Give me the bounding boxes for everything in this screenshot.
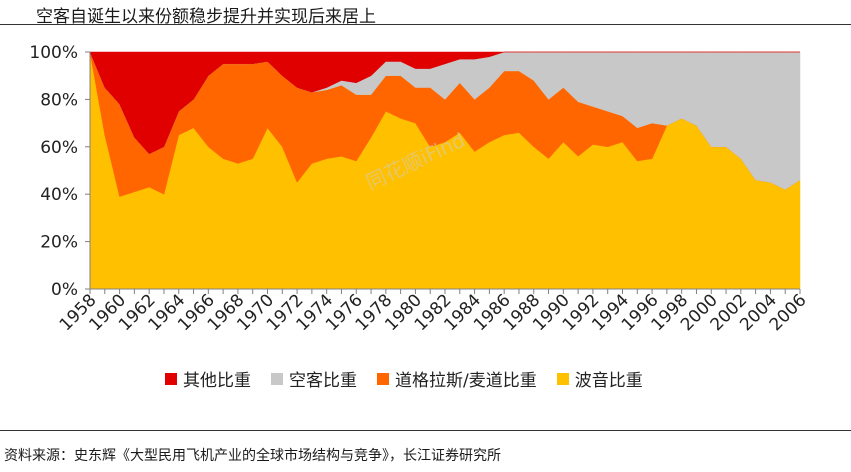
y-tick-label: 40% xyxy=(40,185,78,205)
y-tick-label: 100% xyxy=(29,43,78,63)
title-rule xyxy=(0,24,851,25)
legend: 其他比重 空客比重 道格拉斯/麦道比重 波音比重 xyxy=(165,366,643,391)
chart-title: 空客自诞生以来份额稳步提升并实现后来居上 xyxy=(36,7,376,27)
legend-label: 道格拉斯/麦道比重 xyxy=(395,371,537,391)
legend-swatch xyxy=(556,372,569,385)
y-tick-label: 20% xyxy=(40,233,78,253)
stacked-area-chart: 0%20%40%60%80%100%1958196019621964196619… xyxy=(29,43,810,335)
series-area-3 xyxy=(89,51,800,155)
y-tick-label: 0% xyxy=(51,280,78,300)
legend-label: 波音比重 xyxy=(574,371,643,391)
source-rule xyxy=(0,430,851,431)
y-tick-label: 60% xyxy=(40,138,78,158)
legend-label: 空客比重 xyxy=(289,371,357,391)
legend-swatch xyxy=(377,372,389,385)
legend-item: 其他比重 xyxy=(165,366,251,391)
legend-label: 其他比重 xyxy=(183,371,251,391)
area-layers xyxy=(89,51,801,290)
legend-swatch xyxy=(271,372,283,385)
legend-item: 波音比重 xyxy=(556,366,643,391)
legend-item: 空客比重 xyxy=(271,366,357,391)
legend-swatch xyxy=(165,372,177,385)
legend-item: 道格拉斯/麦道比重 xyxy=(377,366,537,391)
source-note: 资料来源：史东辉《大型民用飞机产业的全球市场结构与竞争》，长江证券研究所 xyxy=(4,448,501,464)
y-tick-label: 80% xyxy=(40,90,78,110)
